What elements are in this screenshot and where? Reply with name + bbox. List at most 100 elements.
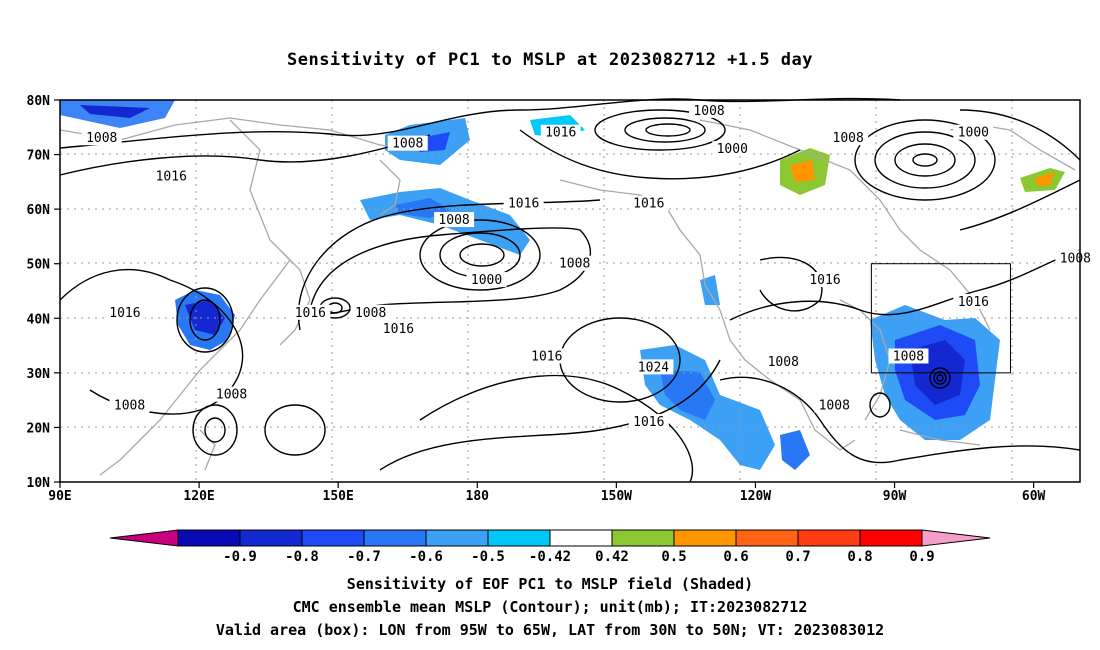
colorbar-label: -0.7	[347, 549, 381, 565]
lon-label: 60W	[1022, 489, 1046, 504]
longitude-axis: 90E 120E 150E 180 150W 120W 90W 60W	[48, 482, 1046, 504]
contour-label: 1000	[471, 273, 502, 288]
colorbar-label: 0.6	[723, 549, 748, 565]
contour-label: 1024	[638, 360, 669, 375]
contour-label: 1008	[392, 137, 423, 152]
lon-label: 90W	[883, 489, 907, 504]
contour-label: 1016	[545, 126, 576, 141]
caption-valid-area: Valid area (box): LON from 95W to 65W, L…	[215, 621, 885, 639]
lon-label: 150W	[601, 489, 632, 504]
contour-label: 1016	[633, 415, 664, 430]
colorbar-label: -0.42	[529, 549, 571, 565]
contour-label: 1016	[633, 197, 664, 212]
lat-label: 20N	[27, 421, 51, 436]
contour-label-bg	[81, 130, 122, 146]
contour-label: 1008	[114, 399, 145, 414]
colorbar-segment	[487, 529, 551, 547]
valid-area-box	[870, 263, 1011, 374]
contour-label-bg	[689, 102, 730, 118]
contour-label: 1008	[819, 399, 850, 414]
contour-label-bg	[814, 397, 855, 413]
contour-label: 1008	[559, 257, 590, 272]
contour-label-bg	[628, 195, 669, 211]
colorbar-segment	[673, 529, 737, 547]
colorbar-segment	[363, 529, 427, 547]
lat-label: 10N	[27, 476, 51, 491]
lat-label: 40N	[27, 312, 51, 327]
contour-label: 1016	[383, 322, 414, 337]
contour-label: 1000	[958, 126, 989, 141]
contour-label-bg	[466, 272, 507, 288]
colorbar-label: 0.42	[595, 549, 629, 565]
contour-label-bg	[633, 359, 674, 375]
contour-label-bg	[712, 141, 753, 157]
contour-label-bg	[828, 130, 869, 146]
colorbar-end-high	[921, 529, 991, 547]
lat-label: 80N	[27, 94, 51, 109]
contour-label: 1016	[508, 197, 539, 212]
contour-label-bg	[953, 124, 994, 140]
colorbar-label: -0.5	[471, 549, 505, 565]
contour-label: 1008	[893, 349, 924, 364]
colorbar-label: 0.9	[909, 549, 934, 565]
contour-label-bg	[434, 212, 475, 228]
contour-label: 1008	[833, 131, 864, 146]
lon-label: 150E	[323, 489, 354, 504]
colorbar-segment	[859, 529, 923, 547]
colorbar-segment	[239, 529, 303, 547]
colorbar-segment	[177, 529, 241, 547]
colorbar-segment	[549, 529, 613, 547]
contour-label-bg	[503, 195, 544, 211]
contour-label: 1008	[355, 306, 386, 321]
contour-label: 1016	[156, 169, 187, 184]
isobar-contours	[59, 97, 1081, 483]
contour-label-bg	[387, 135, 428, 151]
colorbar-label: 0.7	[785, 549, 810, 565]
contour-label: 1008	[1060, 251, 1091, 266]
contour-label: 1016	[958, 295, 989, 310]
contour-label: 1016	[809, 273, 840, 288]
colorbar-label: 0.5	[661, 549, 686, 565]
contour-label-bg	[151, 168, 192, 184]
lat-label: 30N	[27, 367, 51, 382]
lon-label: 120W	[740, 489, 771, 504]
lon-label: 90E	[48, 489, 71, 504]
map-frame	[59, 99, 1081, 483]
lat-label: 50N	[27, 258, 51, 273]
colorbar: -0.9 -0.8 -0.7 -0.6 -0.5 -0.42 0.42 0.5 0.6 0.7 0.…	[109, 529, 991, 565]
contour-label-bg	[628, 413, 669, 429]
contour-label: 1008	[86, 131, 117, 146]
colorbar-segment	[735, 529, 799, 547]
contour-label: 1000	[717, 142, 748, 157]
colorbar-label: 0.8	[847, 549, 872, 565]
colorbar-segment	[797, 529, 861, 547]
contour-label-bg	[378, 321, 419, 337]
contour-label: 1016	[531, 349, 562, 364]
colorbar-end-low	[109, 529, 179, 547]
lat-label: 70N	[27, 149, 51, 164]
lat-label: 60N	[27, 203, 51, 218]
colorbar-label: -0.9	[223, 549, 257, 565]
contour-label-bg	[526, 348, 567, 364]
contour-label: 1008	[438, 213, 469, 228]
contour-label: 1016	[109, 306, 140, 321]
latitude-axis: 80N 70N 60N 50N 40N 30N 20N 10N	[27, 94, 60, 491]
contour-label: 1008	[693, 104, 724, 119]
contour-label-bg	[805, 272, 845, 288]
contour-label-bg	[554, 255, 595, 271]
caption-shading: Sensitivity of EOF PC1 to MSLP field (Sh…	[346, 575, 754, 593]
colorbar-label: -0.8	[285, 549, 319, 565]
caption-contour: CMC ensemble mean MSLP (Contour); unit(m…	[292, 598, 808, 616]
contour-label: 1008	[768, 355, 799, 370]
colorbar-segment	[425, 529, 489, 547]
contour-label-bg	[104, 304, 145, 320]
contour-label-bg	[290, 304, 331, 320]
contour-label-bg	[211, 386, 252, 402]
colorbar-segment	[611, 529, 675, 547]
contour-label-bg	[763, 353, 804, 369]
contour-label-bg	[953, 293, 994, 309]
contour-label-bg	[1055, 250, 1096, 266]
contour-label-bg	[888, 348, 929, 364]
